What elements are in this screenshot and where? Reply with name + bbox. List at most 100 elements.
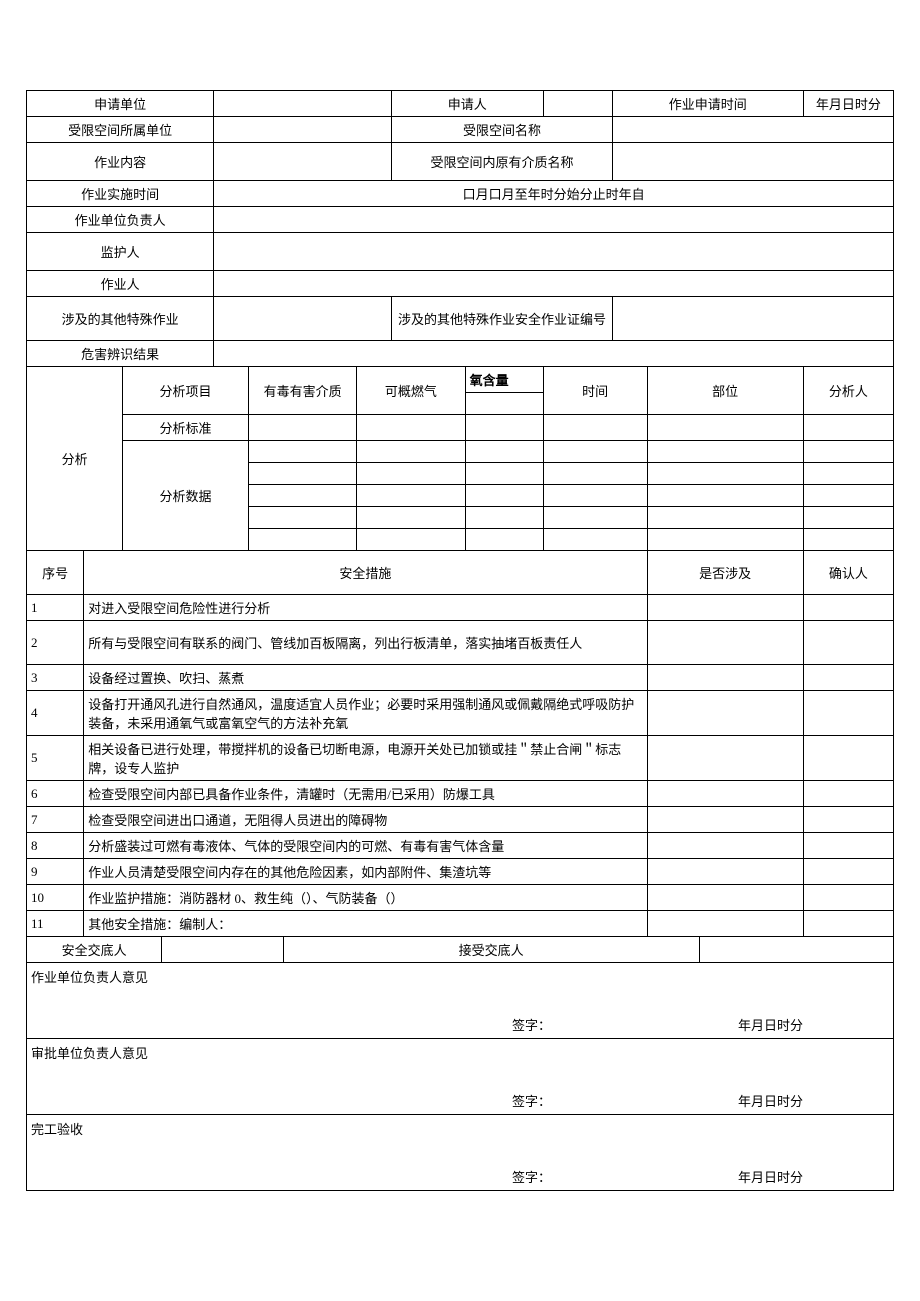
applicant-value[interactable] xyxy=(543,91,612,117)
d2c3[interactable] xyxy=(465,463,543,485)
other-special-value[interactable] xyxy=(214,297,392,341)
std-c2[interactable] xyxy=(357,415,465,441)
std-c4[interactable] xyxy=(543,415,647,441)
d1c2[interactable] xyxy=(357,441,465,463)
m-cf-7[interactable] xyxy=(803,807,893,833)
m-cf-9[interactable] xyxy=(803,859,893,885)
d4c4[interactable] xyxy=(543,507,647,529)
d4c2[interactable] xyxy=(357,507,465,529)
other-special-cert-label: 涉及的其他特殊作业安全作业证编号 xyxy=(391,297,612,341)
applicant-unit-value[interactable] xyxy=(214,91,392,117)
m-inv-9[interactable] xyxy=(647,859,803,885)
m-inv-5[interactable] xyxy=(647,736,803,781)
flammable-label: 可概燃气 xyxy=(357,367,465,415)
d3c4[interactable] xyxy=(543,485,647,507)
unit-charge-value[interactable] xyxy=(214,207,894,233)
m-seq-10: 10 xyxy=(27,885,84,911)
apply-time-label: 作业申请时间 xyxy=(612,91,803,117)
m-inv-8[interactable] xyxy=(647,833,803,859)
std-c5[interactable] xyxy=(647,415,803,441)
m-cf-6[interactable] xyxy=(803,781,893,807)
unit-opinion-block[interactable]: 作业单位负责人意见 签字： 年月日时分 xyxy=(27,963,894,1039)
d3c5[interactable] xyxy=(647,485,803,507)
worker-label: 作业人 xyxy=(27,271,214,297)
m-cf-8[interactable] xyxy=(803,833,893,859)
impl-time-value[interactable]: 口月口月至年时分始分止时年自 xyxy=(214,181,894,207)
m-txt-5: 相关设备已进行处理，带搅拌机的设备已切断电源，电源开关处已加锁或挂＂禁止合闸＂标… xyxy=(84,736,647,781)
applicant-label: 申请人 xyxy=(391,91,543,117)
completion-label: 完工验收 xyxy=(31,1119,83,1138)
m-cf-1[interactable] xyxy=(803,595,893,621)
analysis-standard-label: 分析标准 xyxy=(123,415,249,441)
d5c2[interactable] xyxy=(357,529,465,551)
d2c5[interactable] xyxy=(647,463,803,485)
m-inv-3[interactable] xyxy=(647,665,803,691)
seq-label: 序号 xyxy=(27,551,84,595)
d1c4[interactable] xyxy=(543,441,647,463)
d1c1[interactable] xyxy=(248,441,356,463)
d4c1[interactable] xyxy=(248,507,356,529)
d5c6[interactable] xyxy=(803,529,893,551)
briefer-value[interactable] xyxy=(162,937,283,963)
m-inv-11[interactable] xyxy=(647,911,803,937)
guardian-value[interactable] xyxy=(214,233,894,271)
m-txt-6: 检查受限空间内部已具备作业条件，清罐时（无需用/已采用）防爆工具 xyxy=(84,781,647,807)
m-seq-7: 7 xyxy=(27,807,84,833)
m-inv-6[interactable] xyxy=(647,781,803,807)
date-label: 年月日时分 xyxy=(738,1015,803,1034)
m-inv-10[interactable] xyxy=(647,885,803,911)
space-name-value[interactable] xyxy=(612,117,893,143)
analyst-label: 分析人 xyxy=(803,367,893,415)
m-cf-5[interactable] xyxy=(803,736,893,781)
m-cf-10[interactable] xyxy=(803,885,893,911)
m-cf-4[interactable] xyxy=(803,691,893,736)
std-c1[interactable] xyxy=(248,415,356,441)
d1c5[interactable] xyxy=(647,441,803,463)
apply-time-value[interactable]: 年月日时分 xyxy=(803,91,893,117)
m-seq-2: 2 xyxy=(27,621,84,665)
confirmer-label: 确认人 xyxy=(803,551,893,595)
d3c6[interactable] xyxy=(803,485,893,507)
work-content-label: 作业内容 xyxy=(27,143,214,181)
m-cf-11[interactable] xyxy=(803,911,893,937)
d1c3[interactable] xyxy=(465,441,543,463)
d4c3[interactable] xyxy=(465,507,543,529)
d2c2[interactable] xyxy=(357,463,465,485)
impl-time-label: 作业实施时间 xyxy=(27,181,214,207)
m-seq-6: 6 xyxy=(27,781,84,807)
d5c3[interactable] xyxy=(465,529,543,551)
d1c6[interactable] xyxy=(803,441,893,463)
std-c6[interactable] xyxy=(803,415,893,441)
d3c1[interactable] xyxy=(248,485,356,507)
m-cf-3[interactable] xyxy=(803,665,893,691)
d2c6[interactable] xyxy=(803,463,893,485)
work-content-value[interactable] xyxy=(214,143,392,181)
medium-name-value[interactable] xyxy=(612,143,893,181)
unit-opinion-label: 作业单位负责人意见 xyxy=(31,967,148,986)
hazard-id-value[interactable] xyxy=(214,341,894,367)
m-inv-7[interactable] xyxy=(647,807,803,833)
other-special-cert-value[interactable] xyxy=(612,297,893,341)
d2c4[interactable] xyxy=(543,463,647,485)
m-inv-2[interactable] xyxy=(647,621,803,665)
d5c4[interactable] xyxy=(543,529,647,551)
d2c1[interactable] xyxy=(248,463,356,485)
d3c2[interactable] xyxy=(357,485,465,507)
worker-value[interactable] xyxy=(214,271,894,297)
std-c3[interactable] xyxy=(465,415,543,441)
m-inv-1[interactable] xyxy=(647,595,803,621)
d4c6[interactable] xyxy=(803,507,893,529)
m-cf-2[interactable] xyxy=(803,621,893,665)
receiver-value[interactable] xyxy=(699,937,893,963)
d4c5[interactable] xyxy=(647,507,803,529)
space-owner-value[interactable] xyxy=(214,117,392,143)
d5c1[interactable] xyxy=(248,529,356,551)
m-txt-7: 检查受限空间进出口通道，无阻得人员进出的障碍物 xyxy=(84,807,647,833)
m-inv-4[interactable] xyxy=(647,691,803,736)
d3c3[interactable] xyxy=(465,485,543,507)
approver-opinion-label: 审批单位负责人意见 xyxy=(31,1043,148,1062)
d5c5[interactable] xyxy=(647,529,803,551)
completion-block[interactable]: 完工验收 签字： 年月日时分 xyxy=(27,1115,894,1191)
m-seq-8: 8 xyxy=(27,833,84,859)
approver-opinion-block[interactable]: 审批单位负责人意见 签字： 年月日时分 xyxy=(27,1039,894,1115)
